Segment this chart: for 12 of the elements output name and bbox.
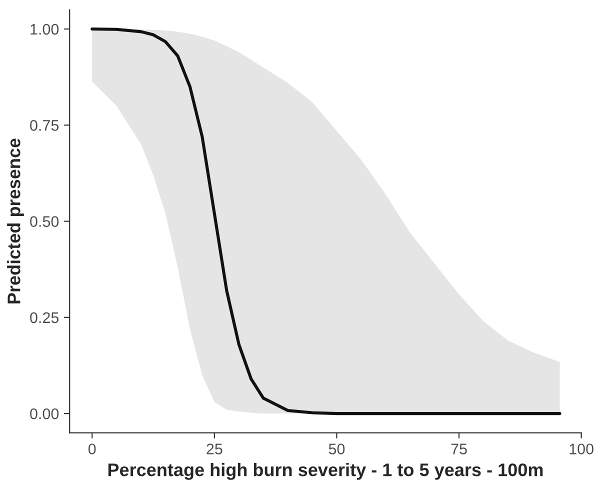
- y-tick-label: 0.00: [30, 408, 59, 420]
- y-tick-label: 0.75: [30, 120, 59, 131]
- x-tick-label: 0: [88, 444, 96, 454]
- y-tick-label: 0.50: [30, 216, 59, 227]
- y-tick-label: 0.25: [30, 312, 59, 324]
- x-tick-label: 25: [206, 444, 222, 454]
- y-axis-title: Predicted presence: [7, 138, 24, 304]
- x-tick-label: 75: [451, 444, 467, 454]
- x-axis-title: Percentage high burn severity - 1 to 5 years - 100m: [108, 462, 543, 480]
- x-tick-label: 50: [328, 444, 345, 454]
- y-tick-label: 1.00: [30, 24, 59, 35]
- x-tick-label: 100: [570, 444, 594, 454]
